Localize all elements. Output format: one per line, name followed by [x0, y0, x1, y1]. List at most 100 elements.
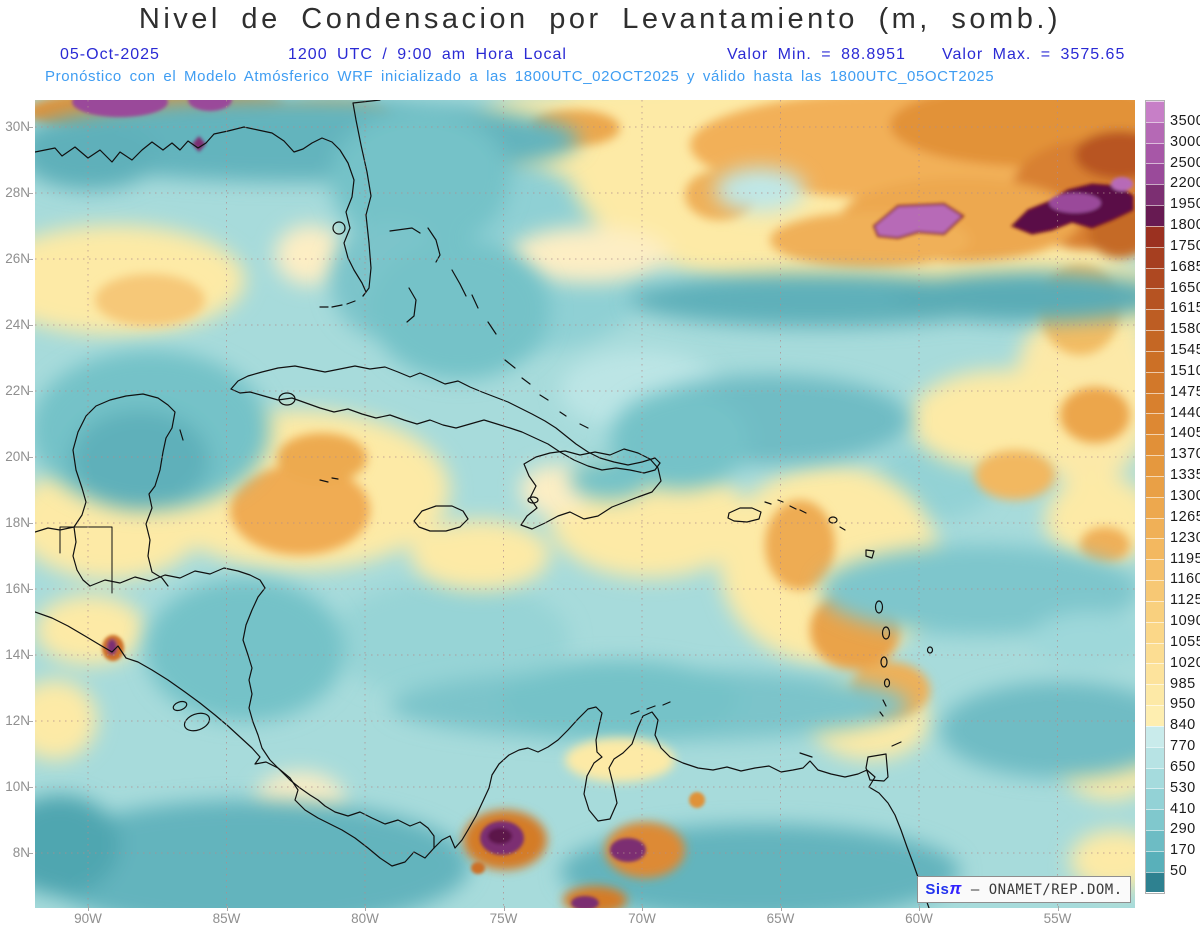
coastline-yucatan — [35, 393, 176, 587]
colorbar-segment — [1146, 205, 1164, 226]
colorbar-segment — [1146, 684, 1164, 706]
colorbar-segment — [1146, 600, 1164, 622]
tobago — [891, 741, 902, 747]
coastline-gulf-florida — [35, 126, 367, 297]
colorbar-segment — [1146, 225, 1164, 247]
lon-label-90W: 90W — [74, 911, 102, 926]
colorbar-label-1195: 1195 — [1170, 550, 1200, 567]
value-max: Valor Max. = 3575.65 — [942, 46, 1126, 63]
lon-label-85W: 85W — [212, 911, 241, 926]
colorbar-segment — [1146, 642, 1164, 664]
colorbar-label-530: 530 — [1170, 779, 1196, 796]
grenada — [879, 699, 887, 717]
lon-tick — [365, 906, 366, 911]
colorbar — [1145, 100, 1165, 894]
lat-tick — [28, 523, 33, 524]
colorbar-label-1370: 1370 — [1170, 446, 1200, 463]
lat-tick — [28, 721, 33, 722]
lat-label-30N: 30N — [5, 119, 30, 134]
colorbar-segment — [1146, 330, 1164, 351]
colorbar-segment — [1146, 121, 1164, 143]
orange-fields — [35, 100, 1135, 718]
colorbar-segment — [1146, 559, 1164, 581]
lon-label-75W: 75W — [489, 911, 518, 926]
coastline-puerto-rico — [727, 507, 762, 523]
colorbar-label-1405: 1405 — [1170, 425, 1200, 442]
lon-tick — [642, 906, 643, 911]
colorbar-label-1300: 1300 — [1170, 488, 1200, 504]
lon-label-65W: 65W — [766, 911, 795, 926]
lesser-antilles — [764, 499, 846, 531]
st-vincent — [883, 678, 891, 688]
bahamas — [389, 227, 589, 429]
colorbar-segment — [1146, 725, 1164, 747]
coastline-trinidad — [865, 753, 889, 782]
colorbar-label-950: 950 — [1170, 696, 1196, 713]
colorbar-label-1750: 1750 — [1170, 237, 1200, 254]
lat-tick — [28, 391, 33, 392]
colorbar-label-1265: 1265 — [1170, 508, 1200, 525]
colorbar-label-3000: 3000 — [1170, 133, 1200, 150]
colorbar-label-1950: 1950 — [1170, 196, 1200, 213]
colorbar-segment — [1146, 496, 1164, 518]
lat-label-20N: 20N — [5, 449, 30, 464]
colorbar-segment — [1146, 371, 1164, 393]
lake-nicaragua — [183, 712, 211, 732]
margarita — [799, 752, 813, 758]
colorbar-segment — [1146, 475, 1164, 497]
map-canvas — [35, 100, 1135, 908]
colorbar-segment — [1146, 413, 1164, 435]
purple-extremes — [72, 100, 1134, 240]
colorbar-label-1545: 1545 — [1170, 342, 1200, 359]
lat-tick — [28, 325, 33, 326]
lake-okeechobee — [332, 221, 346, 235]
lon-tick — [1057, 906, 1059, 911]
lon-label-80W: 80W — [351, 911, 379, 926]
watermark-sis: Sis — [925, 881, 950, 898]
watermark-pi-icon: π — [949, 879, 962, 898]
colorbar-segment — [1146, 788, 1164, 810]
colorbar-segment — [1146, 580, 1164, 601]
colorbar-label-2500: 2500 — [1170, 154, 1200, 171]
colorbar-label-650: 650 — [1170, 758, 1196, 775]
coastline-jamaica — [413, 505, 469, 532]
lat-tick — [28, 853, 33, 854]
colorbar-segment — [1146, 163, 1164, 185]
colorbar-label-840: 840 — [1170, 717, 1196, 734]
coastline-cuba-south — [230, 388, 661, 474]
colorbar-label-1160: 1160 — [1170, 571, 1200, 588]
gridlines — [35, 100, 1135, 908]
lat-tick — [28, 787, 33, 788]
coastline-florida-east — [352, 100, 381, 297]
colorbar-label-410: 410 — [1170, 800, 1196, 817]
lon-label-55W: 55W — [1043, 911, 1072, 926]
colorbar-label-50: 50 — [1170, 863, 1188, 880]
martinique — [881, 626, 891, 640]
lat-label-10N: 10N — [5, 779, 30, 794]
forecast-date: 05-Oct-2025 — [60, 46, 160, 63]
colorbar-label-2200: 2200 — [1170, 175, 1200, 192]
colorbar-segment — [1146, 767, 1164, 789]
lat-label-16N: 16N — [5, 581, 30, 596]
lat-label-12N: 12N — [5, 713, 30, 728]
coastline-hispaniola — [520, 448, 662, 530]
coastline-south-america — [433, 706, 930, 908]
colorbar-label-1685: 1685 — [1170, 258, 1200, 275]
lat-label-28N: 28N — [5, 185, 30, 200]
colorbar-label-1090: 1090 — [1170, 613, 1200, 630]
colorbar-segment — [1146, 705, 1164, 726]
colorbar-segment — [1146, 434, 1164, 456]
lat-tick — [28, 655, 33, 656]
st-lucia — [880, 656, 888, 668]
colorbar-segment — [1146, 871, 1164, 893]
colorbar-label-1020: 1020 — [1170, 654, 1200, 671]
lon-tick — [919, 906, 920, 911]
lat-tick — [28, 457, 33, 458]
lat-tick — [28, 259, 33, 260]
lat-label-26N: 26N — [5, 251, 30, 266]
colorbar-label-1650: 1650 — [1170, 279, 1200, 296]
colorbar-label-1440: 1440 — [1170, 404, 1200, 421]
colorbar-segment — [1146, 809, 1164, 830]
lat-label-24N: 24N — [5, 317, 30, 332]
